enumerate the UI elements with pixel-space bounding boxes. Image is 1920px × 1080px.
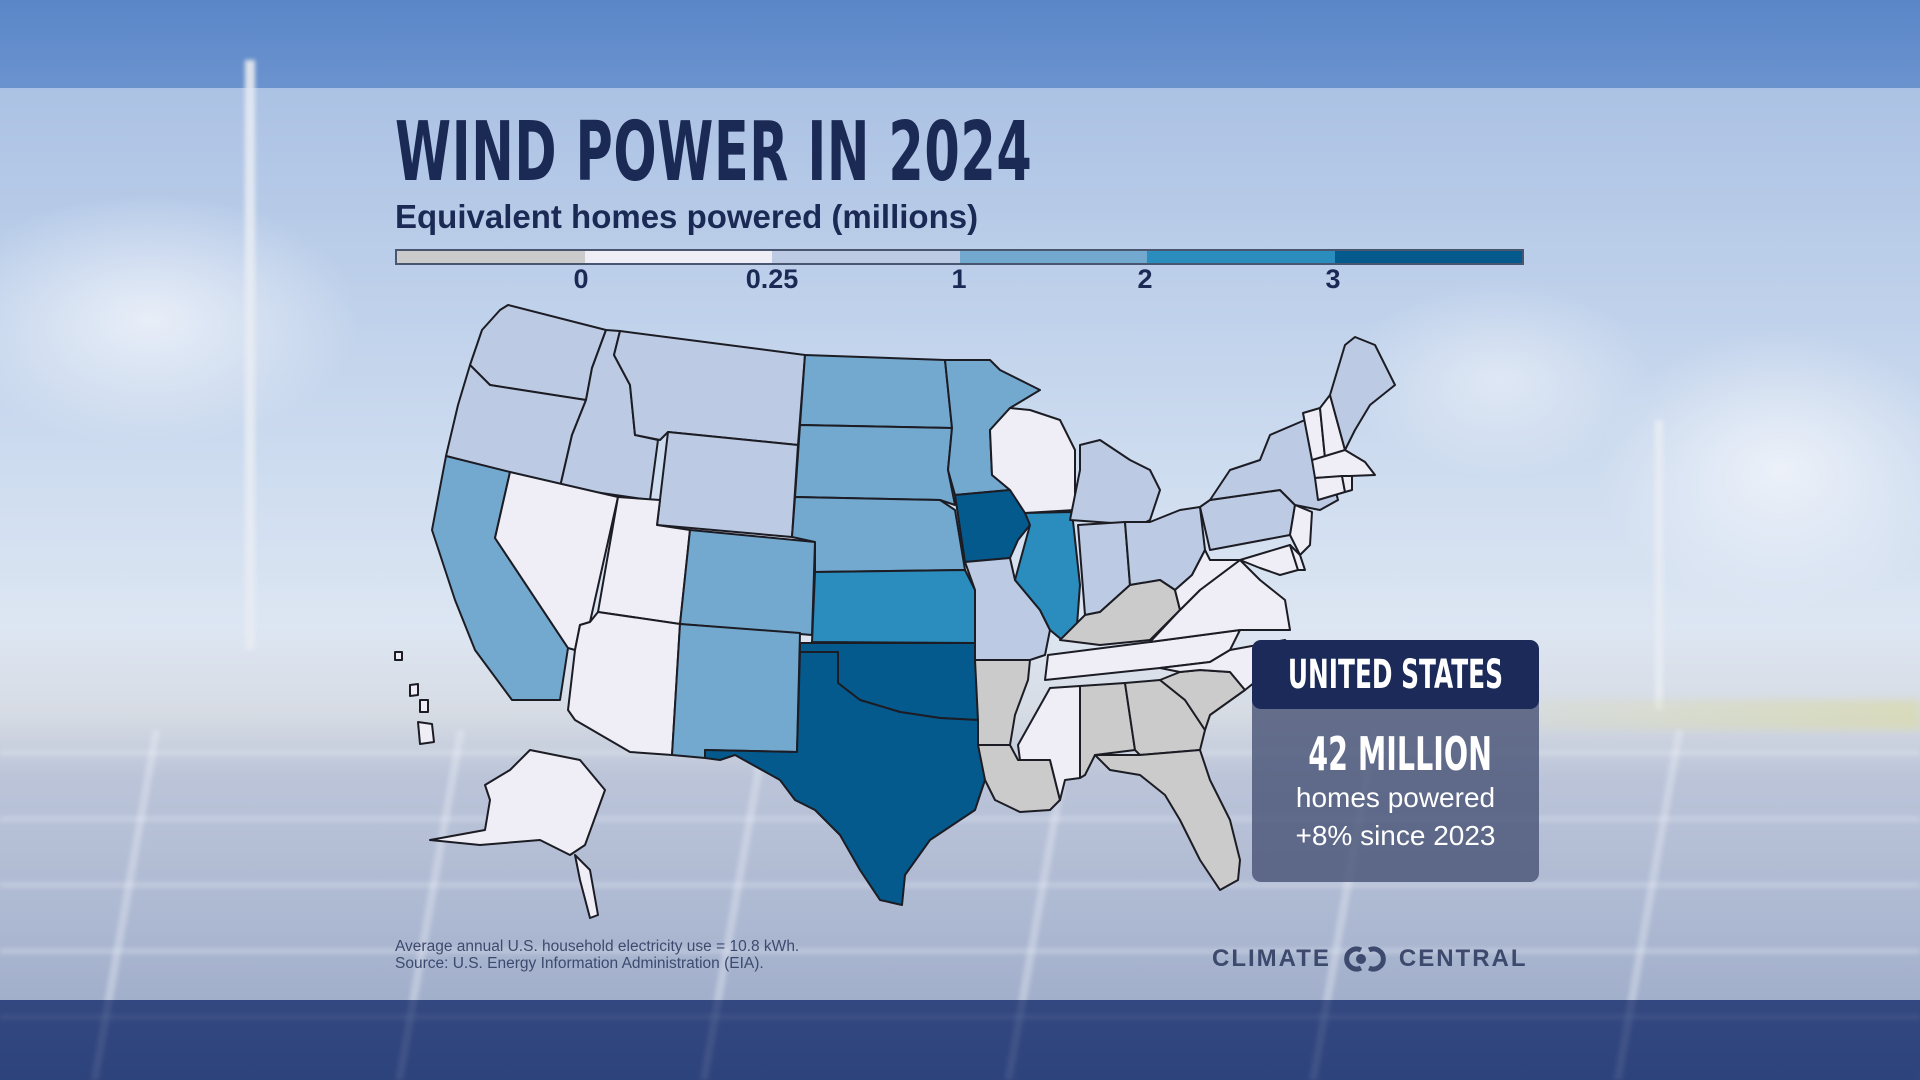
bottom-band — [0, 1000, 1920, 1080]
legend-bin-1 — [959, 251, 1147, 263]
legend-bin-3 — [1334, 251, 1522, 263]
state-MI[interactable] — [1069, 439, 1161, 526]
state-FL[interactable] — [1094, 749, 1241, 891]
state-LA[interactable] — [977, 744, 1061, 813]
callout-region: UNITED STATES — [1287, 651, 1504, 698]
state-WY[interactable] — [656, 431, 799, 538]
legend-tick: 1 — [951, 264, 967, 294]
state-AK-panhandle[interactable] — [574, 854, 599, 919]
climate-central-logo: CLIMATE CENTRAL — [1212, 945, 1528, 973]
callout-header: UNITED STATES — [1252, 640, 1539, 709]
state-IL[interactable] — [1014, 511, 1081, 641]
logo-rings-icon — [1344, 946, 1386, 972]
legend-tick: 3 — [1325, 264, 1341, 294]
page-title: WIND POWER IN 2024 — [395, 105, 1033, 200]
state-ND[interactable] — [799, 354, 953, 429]
state-KY[interactable] — [1059, 579, 1181, 646]
footnote: Average annual U.S. household electricit… — [395, 938, 799, 972]
state-KS[interactable] — [811, 569, 976, 644]
state-WI[interactable] — [989, 407, 1076, 514]
legend-bin-0 — [584, 251, 772, 263]
logo-text-left: CLIMATE — [1212, 945, 1331, 972]
state-SD[interactable] — [794, 424, 956, 506]
state-CO[interactable] — [679, 529, 816, 636]
subtitle: Equivalent homes powered (millions) — [395, 198, 979, 235]
logo-text-right: CENTRAL — [1398, 945, 1528, 972]
legend-bin-2 — [1147, 251, 1335, 263]
state-MO[interactable] — [964, 557, 1051, 661]
state-AK[interactable] — [429, 749, 606, 856]
us-summary-callout: UNITED STATES 42 MILLION homes powered +… — [1252, 640, 1539, 882]
state-CT[interactable] — [1314, 475, 1346, 501]
state-ME[interactable] — [1329, 336, 1396, 451]
callout-value: 42 MILLION — [1308, 727, 1492, 781]
footnote-source: Source: U.S. Energy Information Administ… — [395, 955, 764, 972]
state-MT[interactable] — [613, 330, 806, 446]
legend-bin-025 — [772, 251, 960, 263]
legend-bar — [395, 249, 1524, 265]
state-AZ[interactable] — [567, 611, 681, 756]
state-MD[interactable] — [1239, 544, 1299, 576]
state-HI-islands[interactable] — [394, 651, 429, 713]
callout-line-2: +8% since 2023 — [1295, 820, 1496, 851]
footnote-usage: Average annual U.S. household electricit… — [395, 938, 800, 955]
state-NE[interactable] — [791, 496, 966, 573]
state-WV[interactable] — [1174, 549, 1241, 611]
legend-tick: 0 — [573, 264, 589, 294]
state-NM[interactable] — [671, 623, 801, 759]
legend-tick: 0.25 — [745, 264, 799, 294]
legend-bin-none — [397, 251, 585, 263]
state-HI[interactable] — [417, 721, 435, 745]
us-map — [394, 304, 1396, 919]
state-TX[interactable] — [704, 651, 986, 906]
state-AR[interactable] — [974, 659, 1031, 746]
state-NJ[interactable] — [1289, 504, 1313, 556]
state-RI[interactable] — [1341, 475, 1353, 493]
callout-line-1: homes powered — [1295, 782, 1496, 813]
state-DE[interactable] — [1289, 544, 1306, 571]
callout-value-row: 42 MILLION — [1252, 727, 1539, 781]
legend-tick: 2 — [1137, 264, 1153, 294]
